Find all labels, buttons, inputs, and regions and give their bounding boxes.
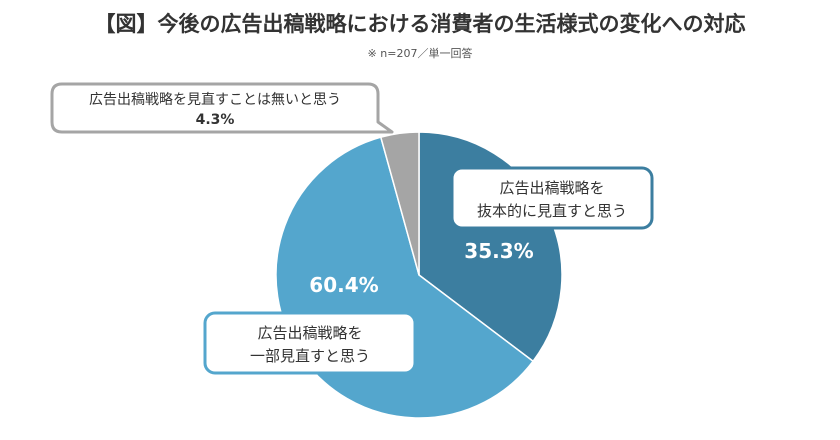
- slice-none: [379, 131, 420, 276]
- value-label-drastic: 35.3%: [464, 239, 533, 263]
- callout-drastic-line2: 抜本的に見直すと思う: [477, 202, 627, 220]
- callout-none-value: 4.3%: [196, 112, 235, 128]
- value-label-partial: 60.4%: [309, 273, 378, 297]
- callout-partial: 広告出稿戦略を 一部見直すと思う: [203, 311, 417, 375]
- callout-partial-line2: 一部見直すと思う: [250, 347, 370, 365]
- chart-title: 【図】今後の広告出稿戦略における消費者の生活様式の変化への対応: [94, 12, 746, 36]
- sample-note: ※ n=207／単一回答: [367, 47, 473, 60]
- callout-none-line1: 広告出稿戦略を見直すことは無いと思う: [89, 91, 341, 108]
- callout-drastic-line1: 広告出稿戦略を: [499, 179, 604, 197]
- callout-drastic: 広告出稿戦略を 抜本的に見直すと思う: [450, 166, 654, 230]
- callout-partial-line1: 広告出稿戦略を: [257, 324, 362, 342]
- callout-none: 広告出稿戦略を見直すことは無いと思う 4.3%: [50, 82, 394, 134]
